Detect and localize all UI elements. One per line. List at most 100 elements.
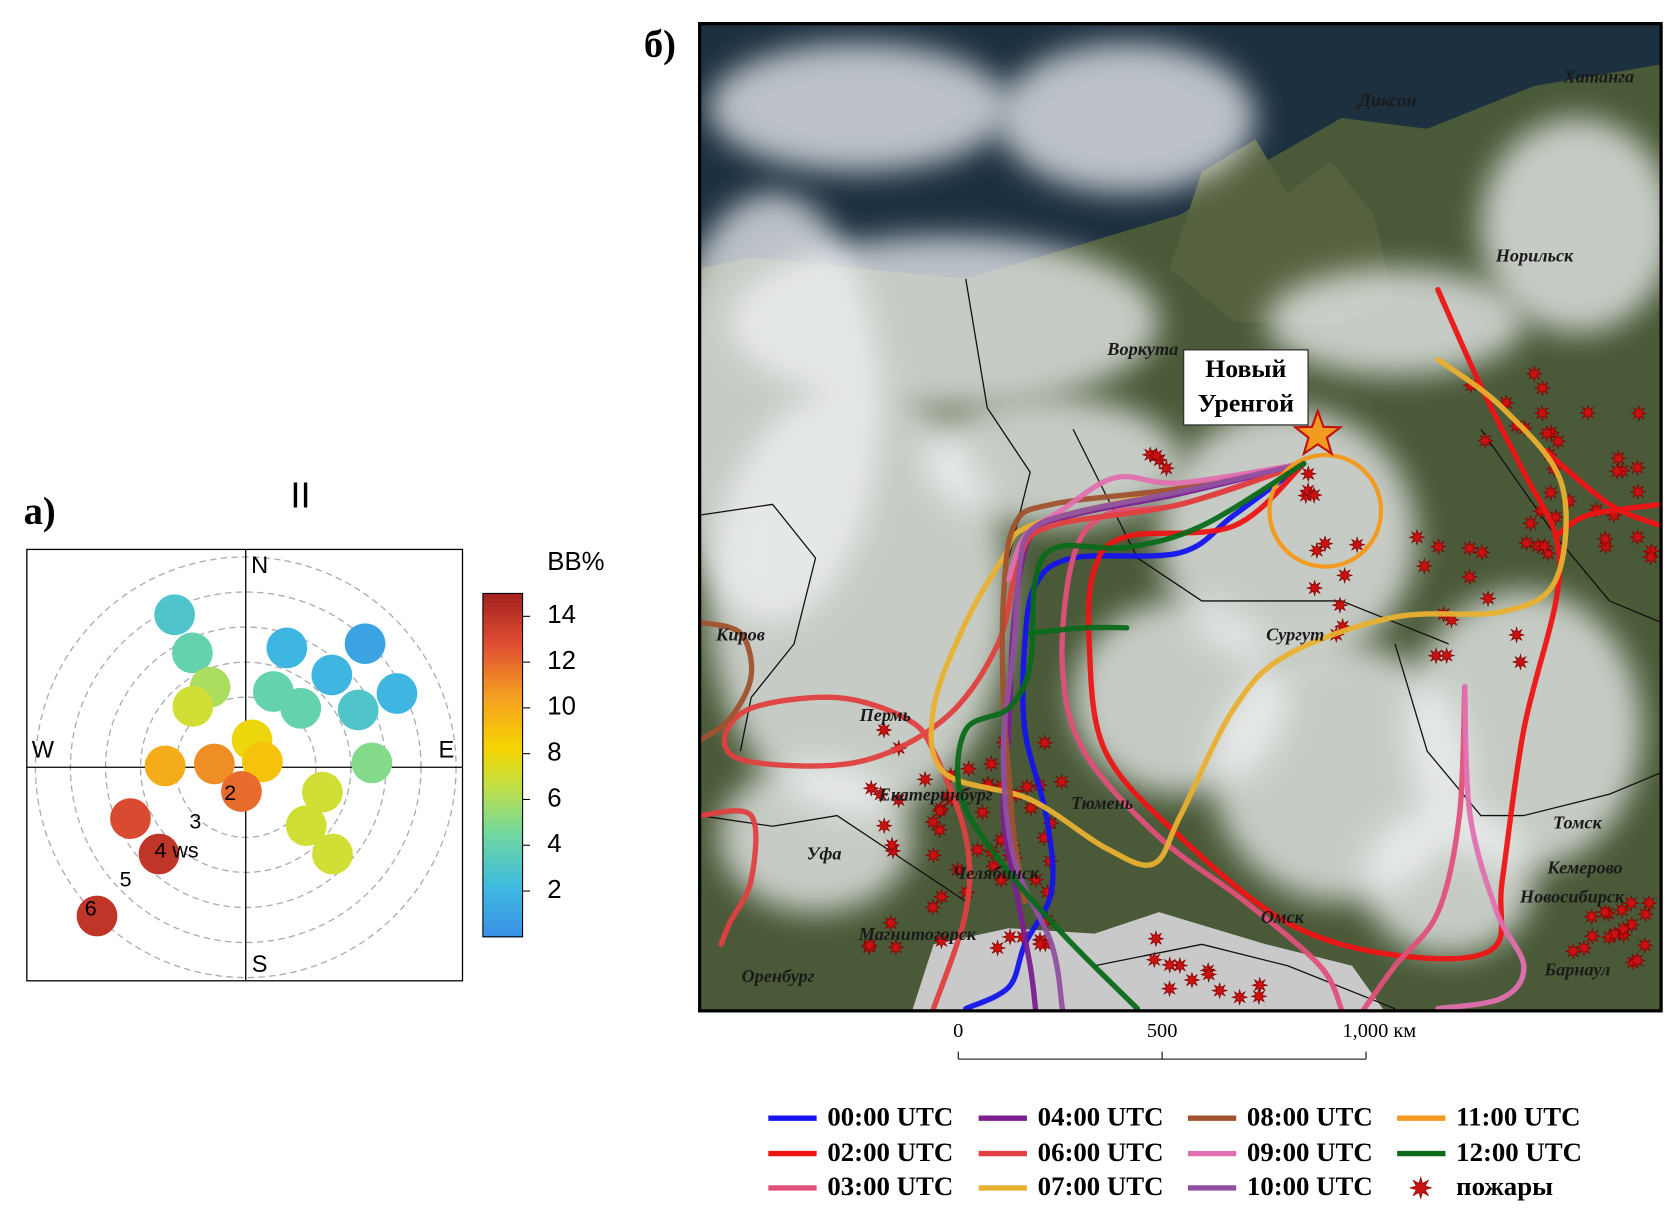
fire-marker (1596, 530, 1614, 548)
colorbar-step (482, 743, 523, 749)
place-label: Омск (1261, 907, 1305, 927)
scale-label: 1,000 км (1342, 1020, 1416, 1042)
fire-marker (1628, 459, 1647, 477)
direction-label: E (439, 737, 455, 763)
wind-point (144, 745, 186, 787)
colorbar-step (482, 760, 523, 766)
colorbar-step (482, 863, 523, 869)
place-label: Новосибирск (1519, 886, 1625, 906)
colorbar-step (482, 700, 523, 706)
fire-marker (1251, 976, 1269, 994)
fire-marker (1415, 557, 1433, 575)
fire-marker (960, 760, 978, 778)
wind-point (242, 741, 283, 783)
fire-marker (1336, 566, 1354, 585)
wind-point (351, 742, 393, 784)
colorbar-step (482, 679, 523, 685)
trajectory (1553, 501, 1662, 540)
colorbar-step (482, 893, 523, 899)
colorbar-step (482, 597, 523, 603)
fire-marker (1461, 568, 1479, 586)
trajectory (1027, 624, 1130, 636)
colorbar-step (482, 876, 523, 882)
colorbar-tick-label: 10 (547, 693, 576, 721)
direction-label: W (32, 737, 55, 763)
colorbar-step (482, 838, 523, 844)
fire-marker (1608, 462, 1626, 480)
place-label: Екатеринбург (878, 784, 993, 804)
trajectory (1542, 448, 1662, 529)
fire-marker (984, 857, 1003, 875)
fire-marker (1575, 939, 1593, 957)
fire-marker (1606, 925, 1624, 943)
colorbar-step (482, 726, 523, 732)
r-tick-label: 2 (224, 781, 236, 805)
trajectory (1267, 452, 1384, 569)
colorbar-step (482, 653, 523, 659)
wind-point (154, 594, 196, 636)
colorbar-step (482, 692, 523, 698)
colorbar-step (482, 833, 523, 839)
wind-point (172, 632, 213, 674)
colorbar-step (482, 872, 523, 878)
legend-label: 04:00 UTC (1038, 1101, 1164, 1131)
fire-marker (1145, 951, 1163, 969)
colorbar-step (482, 790, 523, 796)
legend-label: 10:00 UTC (1247, 1171, 1373, 1201)
fire-marker (988, 939, 1007, 957)
colorbar-step (482, 662, 523, 668)
colorbar-step (482, 803, 523, 809)
fire-marker (1542, 483, 1560, 502)
trajectory (999, 460, 1307, 905)
trajectory (721, 460, 1307, 1011)
colorbar-tick-label: 2 (547, 876, 561, 904)
colorbar-step (482, 889, 523, 895)
colorbar-step (482, 627, 523, 633)
colorbar-step (482, 923, 523, 929)
colorbar-step (482, 795, 523, 801)
colorbar-step (482, 683, 523, 689)
wind-point (172, 686, 214, 727)
colorbar-step (482, 674, 523, 680)
fire-marker (1579, 404, 1597, 422)
colorbar-step (482, 756, 523, 762)
colorbar-step (482, 730, 523, 736)
colorbar-tick-label: 14 (547, 601, 576, 629)
border (1480, 428, 1662, 623)
fire-marker (973, 803, 992, 822)
fire-marker (1517, 534, 1536, 552)
colorbar-step (482, 898, 523, 904)
fire-marker (1533, 404, 1551, 422)
fire-marker (932, 888, 951, 906)
fire-marker (862, 779, 880, 797)
legend-label: пожары (1456, 1171, 1553, 1201)
trajectory (954, 460, 1307, 1011)
colorbar-step (482, 717, 523, 723)
colorbar-step (482, 670, 523, 676)
fire-marker (875, 817, 893, 835)
fire-marker (1211, 981, 1229, 1000)
place-label: Кемерово (1546, 857, 1622, 877)
colorbar-step (482, 915, 523, 921)
fire-marker (1157, 459, 1176, 477)
colorbar-step (482, 666, 523, 672)
legend-label: 09:00 UTC (1247, 1137, 1373, 1167)
fire-marker (1331, 596, 1349, 614)
fire-marker (1583, 927, 1601, 945)
city-star (1292, 407, 1344, 457)
fire-marker (875, 721, 893, 739)
trajectory (1085, 287, 1563, 962)
colorbar-step (482, 623, 523, 629)
direction-label: S (252, 952, 268, 978)
cloud (1266, 268, 1524, 376)
highlight-label: Новый (1205, 354, 1286, 383)
colorbar-step (482, 846, 523, 852)
colorbar-step (482, 606, 523, 612)
fire-marker (1525, 365, 1543, 383)
map-frame (698, 22, 1663, 1013)
fire-marker (1473, 543, 1491, 561)
colorbar-step (482, 593, 523, 599)
colorbar-step (482, 906, 523, 912)
fire-marker (1479, 589, 1497, 608)
